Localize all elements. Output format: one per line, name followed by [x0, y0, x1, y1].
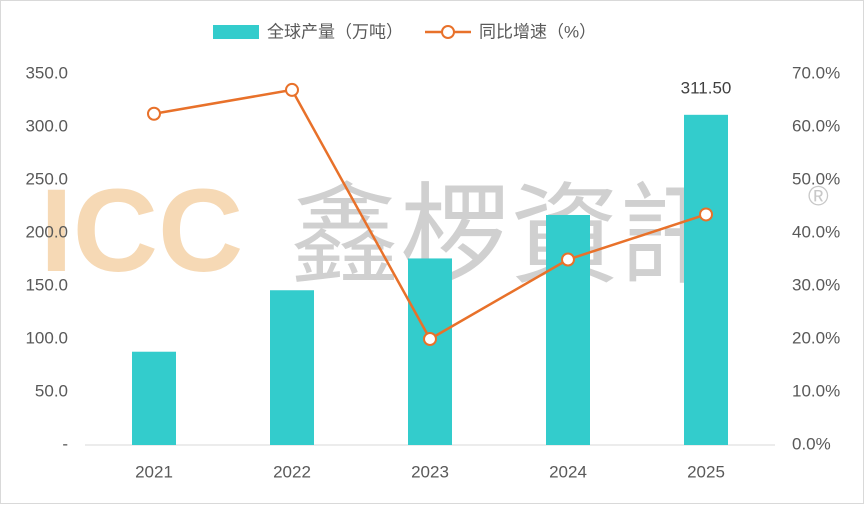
x-tick-label: 2024: [549, 462, 587, 481]
y-tick-label: 150.0: [25, 275, 68, 294]
x-tick-label: 2025: [687, 462, 725, 481]
y2-tick-label: 0.0%: [792, 434, 831, 453]
bar: [684, 114, 728, 445]
bar: [270, 290, 314, 445]
line-marker: [285, 82, 299, 97]
watermark-logo: ICC: [40, 165, 243, 297]
legend-label: 同比增速（%）: [479, 22, 596, 41]
y2-tick-label: 40.0%: [792, 222, 840, 241]
legend-label: 全球产量（万吨）: [267, 22, 403, 41]
y2-tick-label: 50.0%: [792, 169, 840, 188]
line-marker: [147, 106, 161, 121]
x-tick-label: 2023: [411, 462, 449, 481]
x-tick-label: 2022: [273, 462, 311, 481]
legend-swatch: [441, 25, 455, 39]
y-tick-label: -: [62, 434, 68, 453]
line-marker: [699, 207, 713, 222]
legend-swatch: [213, 25, 259, 39]
bar: [408, 258, 452, 445]
y-tick-label: 250.0: [25, 169, 68, 188]
y2-tick-label: 10.0%: [792, 381, 840, 400]
bar: [546, 214, 590, 445]
y-tick-label: 300.0: [25, 116, 68, 135]
x-tick-label: 2021: [135, 462, 173, 481]
y2-tick-label: 60.0%: [792, 116, 840, 135]
y2-tick-label: 30.0%: [792, 275, 840, 294]
watermark-mark: ®: [808, 180, 829, 211]
data-label: 311.50: [681, 78, 732, 97]
y2-tick-label: 20.0%: [792, 328, 840, 347]
y2-tick-label: 70.0%: [792, 63, 840, 82]
line-marker: [561, 252, 575, 267]
line-marker: [423, 332, 437, 346]
y-tick-label: 350.0: [25, 63, 68, 82]
bar: [132, 351, 176, 445]
y-tick-label: 50.0: [35, 381, 68, 400]
y-tick-label: 100.0: [25, 328, 68, 347]
y-tick-label: 200.0: [25, 222, 68, 241]
watermark-text: 鑫椤資訊: [290, 175, 730, 298]
